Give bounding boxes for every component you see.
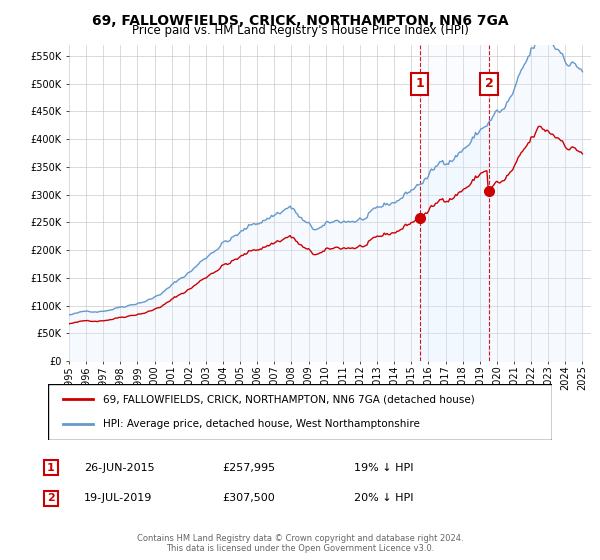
- Text: 1: 1: [47, 463, 55, 473]
- Text: 20% ↓ HPI: 20% ↓ HPI: [354, 493, 413, 503]
- Text: Contains HM Land Registry data © Crown copyright and database right 2024.
This d: Contains HM Land Registry data © Crown c…: [137, 534, 463, 553]
- Bar: [419, 45, 489, 361]
- Text: 1: 1: [415, 77, 424, 90]
- Text: 19-JUL-2019: 19-JUL-2019: [84, 493, 152, 503]
- Text: £307,500: £307,500: [222, 493, 275, 503]
- Text: 2: 2: [47, 493, 55, 503]
- FancyBboxPatch shape: [48, 384, 552, 440]
- Text: 69, FALLOWFIELDS, CRICK, NORTHAMPTON, NN6 7GA: 69, FALLOWFIELDS, CRICK, NORTHAMPTON, NN…: [92, 14, 508, 28]
- Text: 26-JUN-2015: 26-JUN-2015: [84, 463, 155, 473]
- Text: £257,995: £257,995: [222, 463, 275, 473]
- Text: Price paid vs. HM Land Registry's House Price Index (HPI): Price paid vs. HM Land Registry's House …: [131, 24, 469, 36]
- Text: 69, FALLOWFIELDS, CRICK, NORTHAMPTON, NN6 7GA (detached house): 69, FALLOWFIELDS, CRICK, NORTHAMPTON, NN…: [103, 394, 475, 404]
- Text: 2: 2: [485, 77, 493, 90]
- Text: 19% ↓ HPI: 19% ↓ HPI: [354, 463, 413, 473]
- Text: HPI: Average price, detached house, West Northamptonshire: HPI: Average price, detached house, West…: [103, 419, 421, 429]
